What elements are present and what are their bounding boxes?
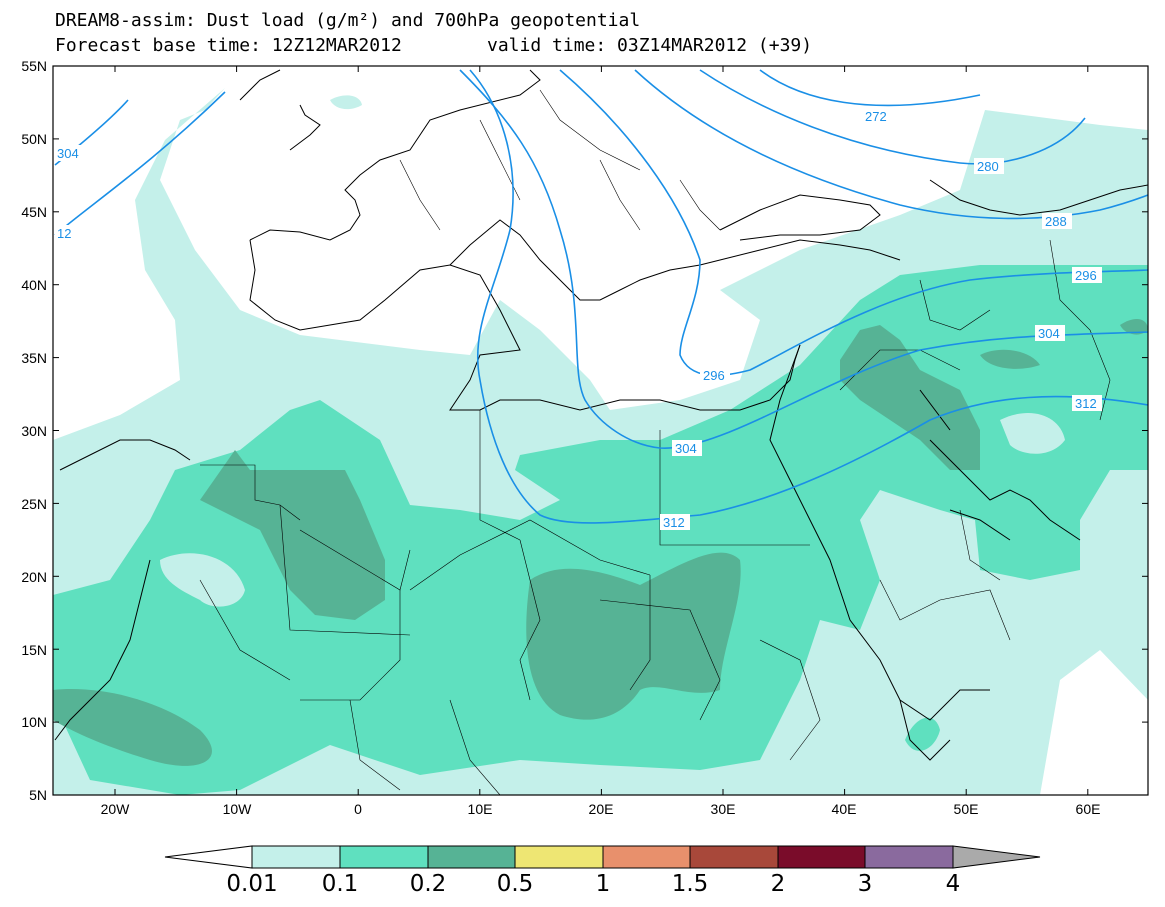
colorbar-swatch xyxy=(339,845,429,869)
contour-label: 304 xyxy=(1038,326,1060,341)
colorbar-label: 3 xyxy=(857,871,873,897)
contour-label: 288 xyxy=(1045,214,1067,229)
colorbar-label: 0.2 xyxy=(409,871,447,897)
lon-label: 10E xyxy=(468,801,493,817)
longitude-axis: 20W 10W 0 10E 20E 30E 40E 50E 60E xyxy=(101,801,1101,817)
colorbar-label: 1.5 xyxy=(671,871,709,897)
contour-label: 272 xyxy=(865,109,887,124)
contour-label: 312 xyxy=(1075,396,1097,411)
contour-label: 280 xyxy=(977,159,999,174)
lat-label: 10N xyxy=(21,714,47,730)
lon-label: 20E xyxy=(589,801,614,817)
contour-label-group: 304 12 272 280 288 296 304 296 312 304 3… xyxy=(55,108,1102,530)
lat-label: 5N xyxy=(29,787,47,803)
lon-label: 50E xyxy=(954,801,979,817)
lat-label: 50N xyxy=(21,131,47,147)
country-borders xyxy=(199,89,1111,795)
lon-label: 20W xyxy=(101,801,131,817)
lat-label: 25N xyxy=(21,496,47,512)
lat-label: 40N xyxy=(21,277,47,293)
colorbar-swatch xyxy=(251,845,341,869)
colorbar-label: 0.5 xyxy=(496,871,534,897)
lat-label: 55N xyxy=(21,58,47,74)
colorbar-label: 2 xyxy=(770,871,786,897)
colorbar-low-arrow xyxy=(164,845,253,869)
lon-label: 30E xyxy=(711,801,736,817)
lon-label: 60E xyxy=(1076,801,1101,817)
lat-label: 15N xyxy=(21,642,47,658)
lat-label: 45N xyxy=(21,204,47,220)
colorbar-swatch xyxy=(427,845,516,869)
lon-label: 0 xyxy=(354,801,362,817)
colorbar xyxy=(164,845,1041,869)
colorbar-swatch xyxy=(864,845,954,869)
forecast-base-time: Forecast base time: 12Z12MAR2012 xyxy=(55,35,402,56)
map-title: DREAM8-assim: Dust load (g/m²) and 700hP… xyxy=(55,10,641,31)
valid-time: valid time: 03Z14MAR2012 (+39) xyxy=(487,35,813,56)
contour-label: 296 xyxy=(703,368,725,383)
colorbar-swatch xyxy=(602,845,691,869)
contour-label: 312 xyxy=(663,515,685,530)
contour-label: 304 xyxy=(57,146,79,161)
colorbar-label: 4 xyxy=(945,871,961,897)
dust-region-heavy xyxy=(200,450,385,620)
colorbar-high-arrow xyxy=(952,845,1041,869)
latitude-axis: 55N 50N 45N 40N 35N 30N 25N 20N 15N 10N … xyxy=(21,58,47,803)
colorbar-label: 0.1 xyxy=(321,871,359,897)
contour-label: 12 xyxy=(57,226,71,241)
lat-label: 30N xyxy=(21,423,47,439)
contour-label: 304 xyxy=(675,441,697,456)
lon-label: 10W xyxy=(223,801,253,817)
lat-label: 35N xyxy=(21,350,47,366)
colorbar-swatch xyxy=(777,845,866,869)
colorbar-swatch xyxy=(514,845,604,869)
lon-label: 40E xyxy=(832,801,857,817)
lat-label: 20N xyxy=(21,569,47,585)
colorbar-swatch xyxy=(689,845,779,869)
colorbar-label: 1 xyxy=(595,871,611,897)
colorbar-label: 0.01 xyxy=(226,871,278,897)
contour-label: 296 xyxy=(1075,268,1097,283)
